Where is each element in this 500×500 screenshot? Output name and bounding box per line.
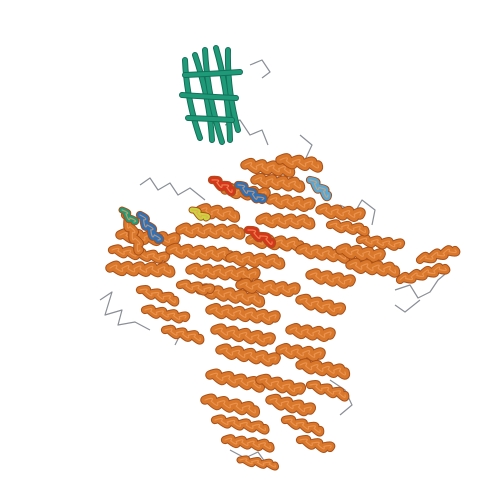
helix (195, 203, 241, 223)
helix (195, 283, 266, 308)
green-helix (118, 206, 140, 226)
helix (295, 358, 351, 380)
helix (305, 268, 356, 289)
helix (165, 242, 236, 263)
beta-sheet-domain (179, 45, 243, 145)
helix (280, 415, 325, 437)
helix (295, 434, 336, 453)
helix (236, 455, 280, 471)
helix (175, 222, 246, 240)
beta-strand (179, 92, 239, 101)
coil-loop (139, 177, 206, 201)
helix (265, 193, 316, 212)
helix (205, 368, 266, 393)
helix (255, 373, 307, 397)
blue-helix (233, 180, 268, 205)
helix (285, 323, 336, 342)
red-helix (243, 225, 277, 249)
cyan-helix (305, 175, 333, 202)
helix (210, 323, 276, 347)
helix (265, 393, 317, 417)
helix (275, 153, 324, 173)
helix (295, 293, 347, 317)
helix (185, 262, 261, 283)
helix (200, 393, 261, 418)
helix (240, 157, 296, 178)
beta-strand (185, 115, 235, 123)
helix (220, 434, 275, 453)
coil-loop (394, 299, 421, 313)
yellow-helix (188, 206, 211, 222)
beta-strand (224, 47, 241, 133)
highlighted-helices (118, 175, 333, 249)
coil-loop (249, 59, 271, 79)
coil-loop (394, 269, 451, 299)
helix (305, 380, 350, 402)
blue-helix (135, 210, 165, 245)
beta-strand (213, 45, 233, 143)
helix (105, 260, 176, 278)
helix (250, 172, 306, 193)
beta-strand (182, 57, 203, 141)
helix (335, 243, 386, 263)
helix (315, 203, 366, 222)
helix (135, 285, 180, 307)
helix (345, 257, 401, 278)
helix (235, 277, 301, 298)
helix (140, 304, 191, 324)
helix (210, 414, 270, 435)
helix (175, 279, 216, 296)
helix (355, 234, 406, 251)
coil-loop (99, 291, 151, 331)
helix-bundle (105, 153, 461, 471)
helix (215, 343, 281, 367)
helix (325, 219, 370, 237)
helix (160, 324, 205, 345)
helix (255, 212, 316, 230)
helix (225, 250, 286, 270)
helix (275, 343, 326, 362)
helix (415, 245, 461, 265)
helix (205, 303, 281, 325)
helix (395, 262, 451, 285)
coil-loop (229, 449, 266, 463)
beta-strand (182, 69, 243, 78)
red-helix (207, 175, 237, 197)
